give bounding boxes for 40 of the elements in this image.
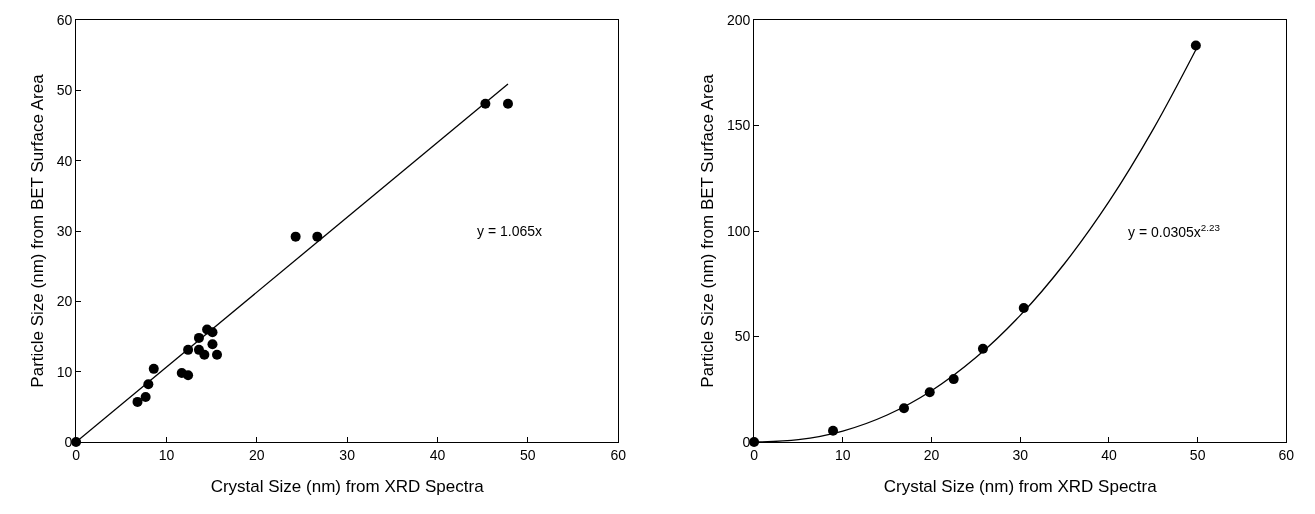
y-axis-title: Particle Size (nm) from BET Surface Area <box>698 73 718 388</box>
x-tick-label: 30 <box>339 446 356 463</box>
x-tick-label: 60 <box>610 446 627 463</box>
y-tick-label: 20 <box>56 293 73 310</box>
y-tick-label: 0 <box>64 433 73 450</box>
y-tick-label: 150 <box>726 117 751 134</box>
point <box>290 231 301 242</box>
annotation: y = 0.0305x$^{2.23}$ <box>1128 222 1221 240</box>
point <box>132 396 143 407</box>
x-tick-label: 20 <box>248 446 265 463</box>
y-tick-label: 10 <box>56 363 73 380</box>
point <box>207 339 218 350</box>
y-axis-title: Particle Size (nm) from BET Surface Area <box>28 73 48 388</box>
point <box>199 349 210 360</box>
x-tick-label: 20 <box>923 446 940 463</box>
x-tick-label: 40 <box>1101 446 1117 463</box>
x-tick-label: 10 <box>834 446 851 463</box>
y-tick-label: 200 <box>726 11 751 28</box>
x-tick-label: 10 <box>158 446 175 463</box>
annotation: y = 1.065x <box>477 223 542 239</box>
y-tick-label: 30 <box>56 222 73 239</box>
point <box>1190 40 1201 51</box>
point <box>502 98 513 109</box>
point <box>140 391 151 402</box>
point <box>148 363 159 374</box>
x-tick-label: 30 <box>1012 446 1029 463</box>
y-tick-label: 50 <box>56 82 73 99</box>
x-tick-label: 50 <box>1189 446 1206 463</box>
point <box>183 370 194 381</box>
y-tick-label: 40 <box>56 152 73 169</box>
y-tick-label: 60 <box>56 11 73 28</box>
y-tick-label: 100 <box>726 222 751 239</box>
x-axis-title: Crystal Size (nm) from XRD Spectra <box>210 477 485 497</box>
x-axis-title: Crystal Size (nm) from XRD Spectra <box>883 477 1158 497</box>
y-tick-label: 50 <box>734 328 751 345</box>
x-tick-label: 60 <box>1278 446 1295 463</box>
x-tick-label: 40 <box>429 446 446 463</box>
y-tick-label: 0 <box>742 433 751 450</box>
x-tick-label: 50 <box>520 446 536 463</box>
point <box>212 349 223 360</box>
